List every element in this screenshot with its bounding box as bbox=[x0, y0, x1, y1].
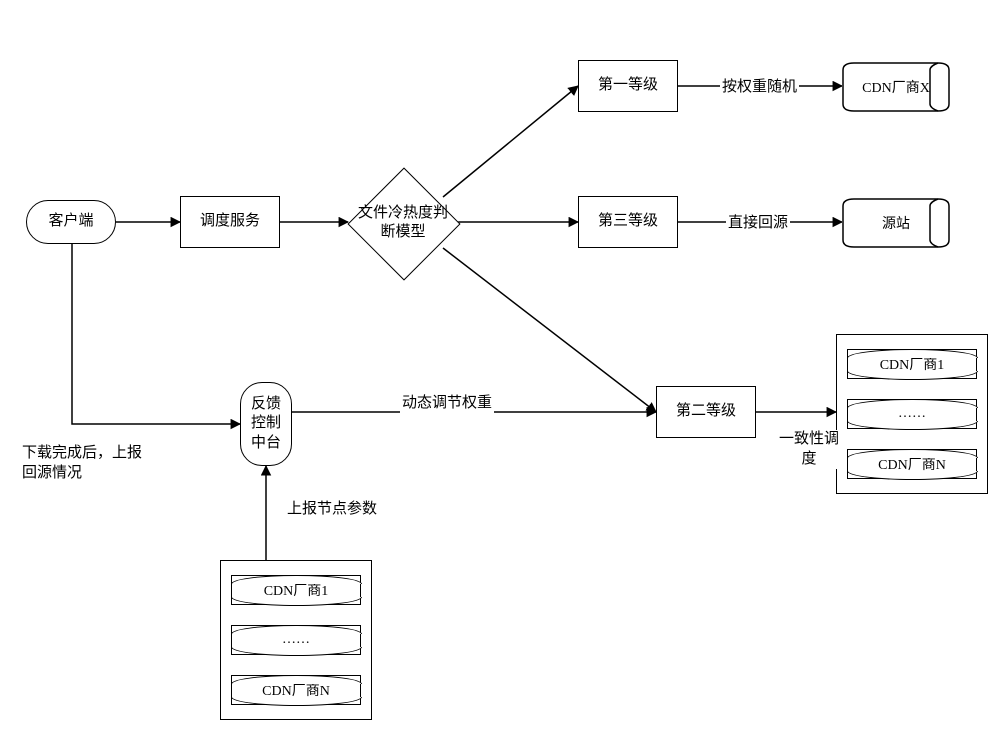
node-feedback: 反馈控制中台 bbox=[240, 382, 292, 466]
node-origin: 源站 bbox=[842, 198, 950, 248]
flowchart-canvas: 客户端 调度服务 文件冷热度判断模型 第一等级 第三等级 第二等级 CDN厂商X… bbox=[0, 0, 1000, 754]
node-cdnx: CDN厂商X bbox=[842, 62, 950, 112]
edge-model-level1 bbox=[443, 86, 578, 197]
node-level1: 第一等级 bbox=[578, 60, 678, 112]
node-level3-label: 第三等级 bbox=[598, 212, 658, 232]
node-client: 客户端 bbox=[26, 200, 116, 244]
node-client-label: 客户端 bbox=[48, 212, 93, 232]
node-model: 文件冷热度判断模型 bbox=[348, 168, 458, 278]
node-level2-label: 第二等级 bbox=[676, 402, 736, 422]
node-level2: 第二等级 bbox=[656, 386, 756, 438]
cdn-group-bottom-item: CDN厂商N bbox=[231, 675, 361, 705]
node-cdn-group-bottom: CDN厂商1 …… CDN厂商N bbox=[220, 560, 372, 720]
node-cdn-group-right: CDN厂商1 …… CDN厂商N bbox=[836, 334, 988, 494]
cdn-group-bottom-item: CDN厂商1 bbox=[231, 575, 361, 605]
cdn-group-right-item: …… bbox=[847, 399, 977, 429]
node-model-label: 文件冷热度判断模型 bbox=[358, 204, 448, 243]
cdn-group-right-item: CDN厂商N bbox=[847, 449, 977, 479]
edge-label-weight-random: 按权重随机 bbox=[720, 78, 799, 98]
edge-label-consistent: 一致性调度 bbox=[772, 430, 846, 469]
edge-model-level2 bbox=[443, 248, 656, 412]
cdn-group-bottom-item: …… bbox=[231, 625, 361, 655]
node-dispatch-label: 调度服务 bbox=[200, 212, 260, 232]
node-dispatch: 调度服务 bbox=[180, 196, 280, 248]
edge-label-report-node: 上报节点参数 bbox=[285, 500, 379, 520]
edge-label-report-origin: 下载完成后，上报回源情况 bbox=[20, 444, 144, 483]
node-feedback-label: 反馈控制中台 bbox=[245, 395, 287, 454]
node-level1-label: 第一等级 bbox=[598, 76, 658, 96]
edge-label-direct-origin: 直接回源 bbox=[726, 214, 790, 234]
node-cdnx-label: CDN厂商X bbox=[862, 77, 930, 97]
node-origin-label: 源站 bbox=[882, 213, 910, 233]
cdn-group-right-item: CDN厂商1 bbox=[847, 349, 977, 379]
edge-label-dynamic-weight: 动态调节权重 bbox=[400, 394, 494, 414]
node-level3: 第三等级 bbox=[578, 196, 678, 248]
edge-client-feedback bbox=[72, 244, 240, 424]
